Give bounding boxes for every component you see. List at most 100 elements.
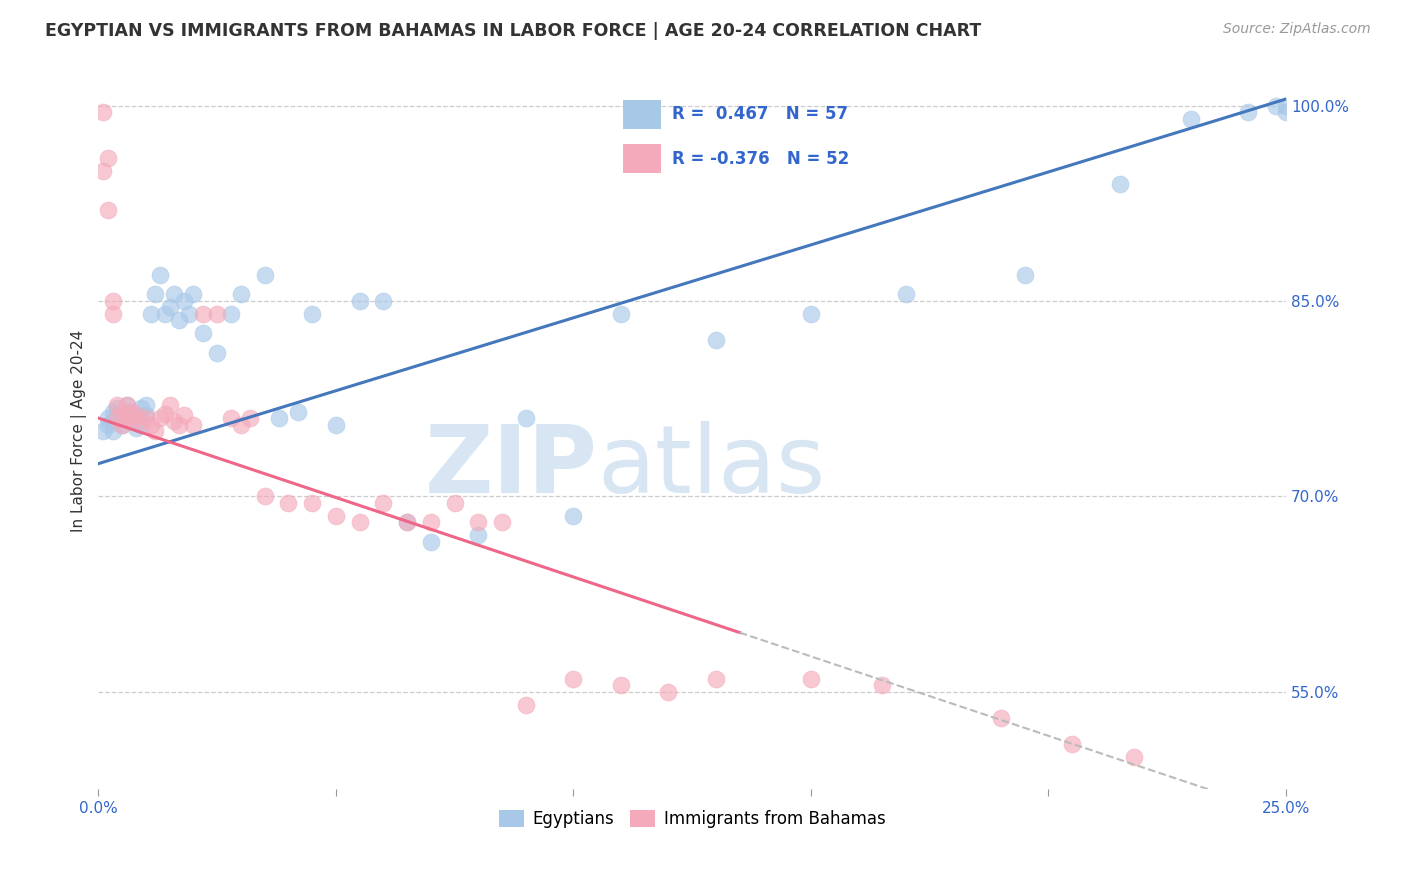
- Point: [301, 496, 323, 510]
- Point: [129, 401, 152, 415]
- Point: [139, 307, 162, 321]
- Point: [91, 163, 114, 178]
- Point: [229, 417, 252, 432]
- Point: [163, 287, 186, 301]
- Point: [1014, 268, 1036, 282]
- Point: [101, 307, 124, 321]
- Point: [177, 307, 200, 321]
- Point: [173, 293, 195, 308]
- Point: [373, 496, 395, 510]
- Text: Source: ZipAtlas.com: Source: ZipAtlas.com: [1223, 22, 1371, 37]
- Point: [111, 404, 134, 418]
- Point: [91, 424, 114, 438]
- Point: [105, 401, 128, 415]
- Point: [183, 417, 205, 432]
- Point: [105, 411, 128, 425]
- Point: [221, 411, 243, 425]
- Point: [325, 508, 347, 523]
- Text: R =  0.467   N = 57: R = 0.467 N = 57: [672, 105, 848, 123]
- Point: [149, 268, 172, 282]
- Point: [287, 404, 309, 418]
- Point: [135, 398, 157, 412]
- Point: [163, 414, 186, 428]
- Point: [704, 333, 727, 347]
- Point: [239, 411, 262, 425]
- Point: [125, 409, 148, 423]
- Point: [443, 496, 465, 510]
- Point: [349, 515, 371, 529]
- Point: [153, 307, 176, 321]
- Point: [101, 293, 124, 308]
- Text: atlas: atlas: [598, 421, 825, 513]
- Legend: Egyptians, Immigrants from Bahamas: Egyptians, Immigrants from Bahamas: [492, 803, 893, 835]
- Point: [610, 307, 633, 321]
- Point: [91, 105, 114, 120]
- Text: R = -0.376   N = 52: R = -0.376 N = 52: [672, 150, 849, 168]
- Point: [610, 678, 633, 692]
- Point: [101, 404, 124, 418]
- Point: [101, 424, 124, 438]
- Point: [143, 424, 166, 438]
- Point: [1180, 112, 1202, 126]
- Point: [1265, 98, 1288, 112]
- Point: [105, 398, 128, 412]
- Point: [349, 293, 371, 308]
- Point: [115, 398, 138, 412]
- Point: [115, 404, 138, 418]
- Point: [167, 417, 190, 432]
- Point: [135, 411, 157, 425]
- Point: [129, 414, 152, 428]
- Point: [105, 409, 128, 423]
- Point: [205, 307, 228, 321]
- Point: [1237, 105, 1260, 120]
- Point: [229, 287, 252, 301]
- Point: [115, 411, 138, 425]
- Point: [562, 508, 585, 523]
- Point: [277, 496, 299, 510]
- Point: [173, 409, 195, 423]
- Point: [129, 417, 152, 432]
- Point: [191, 326, 214, 341]
- Point: [167, 313, 190, 327]
- Point: [800, 307, 823, 321]
- Bar: [623, 100, 661, 129]
- Point: [139, 417, 162, 432]
- Point: [97, 202, 120, 217]
- Point: [515, 411, 537, 425]
- Point: [125, 421, 148, 435]
- Point: [97, 151, 120, 165]
- Point: [253, 489, 276, 503]
- Point: [97, 417, 120, 432]
- Point: [121, 414, 143, 428]
- Text: ZIP: ZIP: [425, 421, 598, 513]
- Point: [101, 414, 124, 428]
- Point: [491, 515, 513, 529]
- Point: [1275, 98, 1298, 112]
- Point: [115, 398, 138, 412]
- Point: [467, 528, 489, 542]
- Point: [419, 534, 441, 549]
- Point: [1275, 105, 1298, 120]
- Point: [267, 411, 290, 425]
- Point: [990, 710, 1012, 724]
- Point: [205, 346, 228, 360]
- Point: [704, 672, 727, 686]
- Point: [111, 411, 134, 425]
- Point: [121, 414, 143, 428]
- Point: [396, 515, 419, 529]
- Point: [253, 268, 276, 282]
- Point: [657, 684, 679, 698]
- Point: [121, 404, 143, 418]
- Point: [97, 411, 120, 425]
- Point: [125, 411, 148, 425]
- Point: [121, 407, 143, 421]
- Point: [149, 411, 172, 425]
- Point: [153, 407, 176, 421]
- Point: [800, 672, 823, 686]
- Point: [515, 698, 537, 712]
- Point: [111, 417, 134, 432]
- Point: [894, 287, 917, 301]
- Point: [143, 287, 166, 301]
- Point: [467, 515, 489, 529]
- Y-axis label: In Labor Force | Age 20-24: In Labor Force | Age 20-24: [72, 330, 87, 533]
